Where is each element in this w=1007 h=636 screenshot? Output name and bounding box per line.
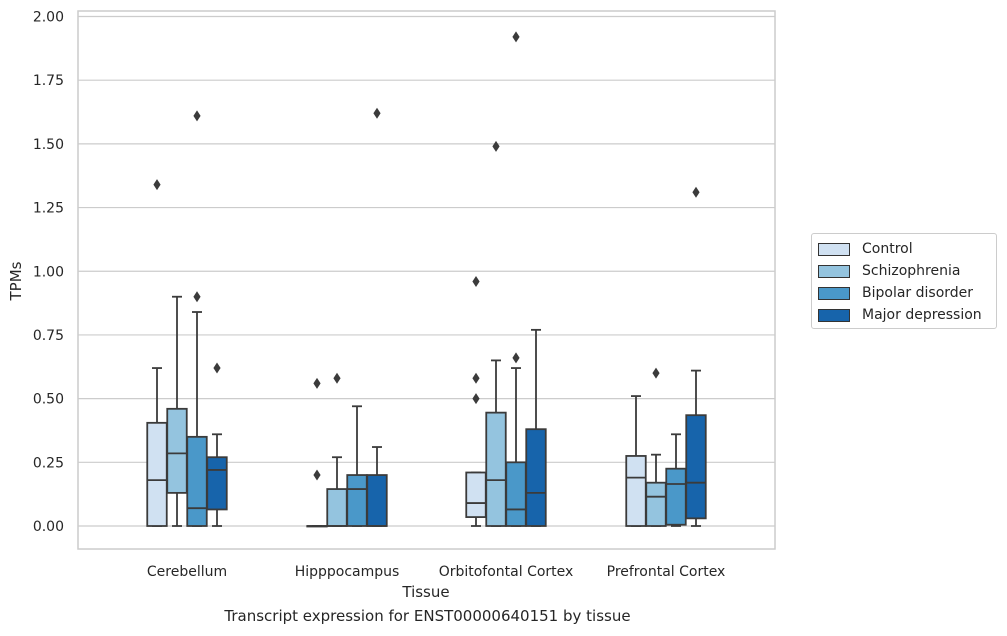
legend-item: Control: [818, 238, 990, 260]
outlier-point: [472, 275, 480, 287]
legend-label: Control: [862, 241, 913, 257]
outlier-point: [472, 393, 480, 405]
outlier-point: [472, 372, 480, 384]
legend-swatch: [818, 242, 850, 256]
box: [346, 474, 368, 527]
box: [505, 461, 527, 527]
box: [665, 467, 687, 526]
box: [465, 471, 487, 518]
legend-item: Major depression: [818, 304, 990, 326]
y-tick-label: 1.25: [33, 201, 64, 217]
y-axis-label: TPMs: [7, 261, 25, 301]
box: [366, 474, 388, 527]
box-group: [206, 362, 228, 527]
legend: Control Schizophrenia Bipolar disorder Majo…: [811, 233, 997, 329]
box: [166, 407, 188, 494]
box-group: [306, 377, 328, 528]
y-axis-ticks: 0.00 0.25 0.50 0.75 1.00 1.25 1.50 1.75 2.00: [33, 10, 64, 536]
y-tick-label: 0.50: [33, 392, 64, 408]
outlier-point: [373, 107, 381, 119]
y-tick-label: 1.00: [33, 264, 64, 280]
y-tick-label: 0.00: [33, 519, 64, 535]
box: [485, 411, 507, 527]
box-group: [366, 107, 388, 527]
y-tick-label: 0.75: [33, 328, 64, 344]
outlier-point: [492, 140, 500, 152]
box: [525, 428, 547, 527]
legend-swatch: [818, 286, 850, 300]
box: [685, 414, 707, 520]
plot-area-frame: [77, 10, 776, 550]
box-group: [346, 405, 368, 527]
legend-label: Schizophrenia: [862, 263, 961, 279]
box-group: [485, 140, 507, 527]
y-tick-label: 1.75: [33, 73, 64, 89]
legend-swatch: [818, 264, 850, 278]
outlier-point: [692, 186, 700, 198]
x-tick-label: Orbitofontal Cortex: [439, 564, 574, 580]
x-tick-label: Hipppocampus: [295, 564, 400, 580]
box-group: [505, 31, 527, 527]
box: [326, 488, 348, 527]
outlier-point: [193, 110, 201, 122]
legend-label: Bipolar disorder: [862, 285, 974, 301]
outlier-point: [153, 179, 161, 191]
box-group: [465, 275, 487, 527]
outlier-point: [512, 31, 520, 43]
legend-swatch: [818, 308, 850, 322]
x-tick-label: Prefrontal Cortex: [607, 564, 726, 580]
y-tick-label: 0.25: [33, 455, 64, 471]
box-group: [186, 110, 208, 527]
outlier-point: [193, 291, 201, 303]
box: [206, 456, 228, 511]
x-axis-ticks: Cerebellum Hipppocampus Orbitofontal Corte…: [147, 564, 725, 580]
outlier-point: [313, 377, 321, 389]
y-tick-label: 2.00: [33, 10, 64, 26]
x-tick-label: Cerebellum: [147, 564, 227, 580]
box-group: [326, 372, 348, 527]
outlier-point: [313, 469, 321, 481]
outlier-point: [333, 372, 341, 384]
y-tick-label: 1.50: [33, 137, 64, 153]
box-group: [665, 433, 687, 527]
outlier-point: [512, 352, 520, 364]
box: [645, 481, 667, 527]
outlier-point: [652, 367, 660, 379]
box: [625, 455, 647, 527]
chart-caption: Transcript expression for ENST0000064015…: [224, 607, 631, 625]
boxes-layer: [146, 31, 707, 528]
box-group: [645, 367, 667, 527]
legend-label: Major depression: [862, 307, 982, 323]
box-group: [525, 328, 547, 527]
x-axis-label: Tissue: [401, 583, 449, 601]
box-group: [625, 395, 647, 527]
outlier-point: [213, 362, 221, 374]
box: [146, 421, 168, 527]
legend-item: Schizophrenia: [818, 260, 990, 282]
box: [186, 435, 208, 527]
box-group: [685, 186, 707, 527]
box-group: [146, 179, 168, 527]
legend-item: Bipolar disorder: [818, 282, 990, 304]
box-group: [166, 295, 188, 527]
